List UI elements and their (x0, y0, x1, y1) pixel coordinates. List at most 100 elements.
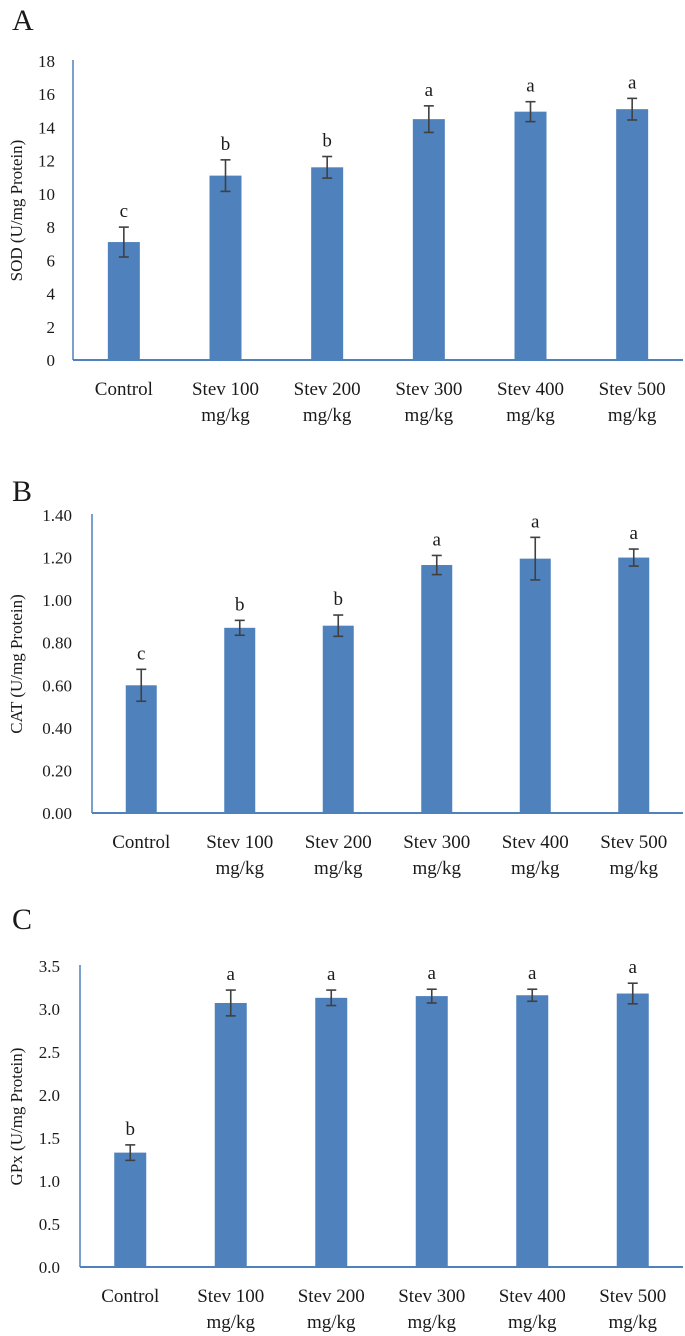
error-bar (333, 614, 344, 638)
error-bar (326, 989, 337, 1007)
y-tick-label: 1.40 (42, 506, 72, 525)
significance-label: a (227, 964, 236, 985)
error-bar (125, 1144, 136, 1162)
bar (516, 995, 549, 1267)
x-tick-label: mg/kg (206, 1312, 255, 1333)
x-tick-label: mg/kg (412, 858, 461, 879)
y-tick-label: 0 (47, 351, 56, 370)
y-tick-label: 4 (47, 285, 56, 304)
bar (114, 1152, 147, 1267)
x-tick-label: mg/kg (506, 405, 555, 426)
x-tick-label: Stev 400 (502, 832, 569, 853)
x-tick-label: mg/kg (608, 405, 657, 426)
y-axis-title: SOD (U/mg Protein) (7, 140, 26, 282)
x-tick-label: Stev 300 (398, 1286, 465, 1307)
x-tick-label: Stev 300 (403, 832, 470, 853)
significance-label: a (327, 964, 336, 985)
x-tick-label: mg/kg (303, 405, 352, 426)
y-tick-label: 0.5 (39, 1215, 60, 1234)
significance-label: c (120, 201, 128, 222)
y-tick-label: 0.0 (39, 1258, 60, 1277)
x-tick-label: mg/kg (609, 858, 658, 879)
significance-label: a (628, 72, 637, 93)
y-tick-label: 0.40 (42, 719, 72, 738)
y-tick-label: 2.5 (39, 1043, 60, 1062)
x-tick-label: mg/kg (407, 1312, 456, 1333)
significance-label: b (235, 594, 245, 615)
y-tick-label: 12 (38, 152, 55, 171)
significance-label: a (630, 523, 639, 544)
bar (519, 558, 551, 813)
x-tick-label: Stev 200 (294, 379, 361, 400)
x-tick-label: Stev 100 (206, 832, 273, 853)
x-tick-label: Stev 400 (497, 379, 564, 400)
panel-letter: A (12, 4, 34, 37)
significance-label: c (137, 643, 145, 664)
bar (315, 997, 348, 1267)
y-tick-label: 2.0 (39, 1086, 60, 1105)
bar (107, 242, 140, 360)
error-bar (220, 159, 231, 193)
error-bar (530, 536, 541, 581)
y-tick-label: 8 (47, 218, 56, 237)
x-tick-label: mg/kg (307, 1312, 356, 1333)
x-tick-label: Stev 400 (499, 1286, 566, 1307)
bar (311, 167, 344, 360)
significance-label: a (526, 76, 535, 97)
error-bar (118, 226, 129, 258)
error-bar (136, 668, 147, 703)
y-tick-label: 0.00 (42, 804, 72, 823)
y-tick-label: 3.0 (39, 1000, 60, 1019)
y-tick-label: 18 (38, 52, 55, 71)
bar (412, 119, 445, 360)
bar (415, 996, 448, 1267)
x-tick-label: Stev 200 (305, 832, 372, 853)
significance-label: b (126, 1119, 136, 1140)
x-tick-label: mg/kg (511, 858, 560, 879)
y-tick-label: 1.5 (39, 1129, 60, 1148)
x-tick-label: Stev 500 (599, 379, 666, 400)
error-bar (426, 988, 437, 1004)
x-tick-label: Stev 500 (599, 1286, 666, 1307)
bar (514, 111, 547, 361)
y-tick-label: 0.80 (42, 634, 72, 653)
panel-letter: B (12, 475, 32, 508)
y-tick-label: 10 (38, 185, 55, 204)
bar (125, 685, 157, 813)
panel-letter: C (12, 903, 32, 936)
y-tick-label: 14 (38, 118, 56, 137)
significance-label: b (334, 589, 344, 610)
error-bar (431, 554, 442, 576)
x-tick-label: mg/kg (508, 1312, 557, 1333)
error-bar (527, 988, 538, 1003)
x-tick-label: Control (112, 832, 170, 853)
y-tick-label: 0.20 (42, 761, 72, 780)
y-tick-label: 1.0 (39, 1172, 60, 1191)
bar (224, 627, 256, 813)
significance-label: a (528, 963, 537, 984)
error-bar (628, 548, 639, 567)
y-axis-title: GPx (U/mg Protein) (7, 1048, 26, 1186)
y-tick-label: 2 (47, 318, 56, 337)
x-tick-label: Stev 200 (298, 1286, 365, 1307)
error-bar (525, 100, 536, 123)
x-tick-label: mg/kg (201, 405, 250, 426)
error-bar (627, 982, 638, 1005)
significance-label: b (322, 131, 332, 152)
error-bar (234, 619, 245, 637)
chart-panel-a: A 0 2 4 6 8 10 12 14 16 18 SOD (U/mg Protein) c Contr… (7, 4, 683, 426)
bar (322, 625, 354, 813)
bar (209, 175, 242, 360)
y-tick-label: 0.60 (42, 676, 72, 695)
y-tick-label: 16 (38, 85, 55, 104)
x-tick-label: Stev 100 (197, 1286, 264, 1307)
x-tick-label: mg/kg (215, 858, 264, 879)
significance-label: a (629, 957, 638, 978)
significance-label: a (428, 963, 437, 984)
y-tick-label: 1.00 (42, 591, 72, 610)
x-tick-label: mg/kg (608, 1312, 657, 1333)
chart-panel-b: B 0.00 0.20 0.40 0.60 0.80 1.00 1.20 1.40 CAT (U/… (7, 475, 683, 879)
bar (421, 565, 453, 813)
y-axis-title: CAT (U/mg Protein) (7, 594, 26, 733)
